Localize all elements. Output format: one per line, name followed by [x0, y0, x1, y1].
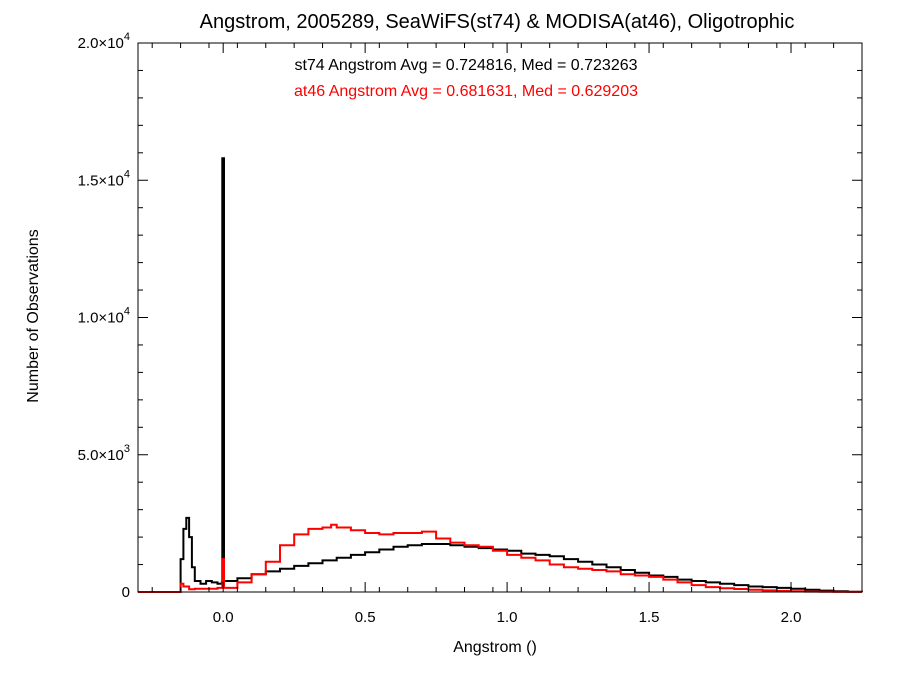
annotation-at46: at46 Angstrom Avg = 0.681631, Med = 0.62…: [294, 83, 638, 100]
series-layer: [138, 157, 863, 593]
y-tick-label: 1.0×104: [78, 306, 130, 327]
y-tick-label: 5.0×103: [78, 443, 130, 464]
x-tick-label: 2.0: [781, 609, 802, 626]
axes-layer: 0.0 0.5 1.0 1.5 2.0 0 5.0×103 1.0×104 1.5×104 2.0…: [78, 31, 863, 626]
series-line-1: [138, 523, 863, 593]
x-tick-label: 1.0: [497, 609, 518, 626]
x-tick-label: 0.0: [213, 609, 234, 626]
x-axis-label: Angstrom (): [453, 639, 537, 656]
y-tick-label: 2.0×104: [78, 31, 130, 52]
series-line-0: [138, 157, 863, 593]
chart-title: Angstrom, 2005289, SeaWiFS(st74) & MODIS…: [200, 11, 795, 33]
y-tick-label: 0: [122, 584, 130, 601]
y-axis-label: Number of Observations: [25, 229, 42, 402]
x-tick-label: 1.5: [639, 609, 660, 626]
plot-frame: [137, 42, 863, 593]
y-tick-label: 1.5×104: [78, 168, 130, 189]
x-tick-label: 0.5: [355, 609, 376, 626]
annotation-st74: st74 Angstrom Avg = 0.724816, Med = 0.72…: [294, 57, 637, 74]
